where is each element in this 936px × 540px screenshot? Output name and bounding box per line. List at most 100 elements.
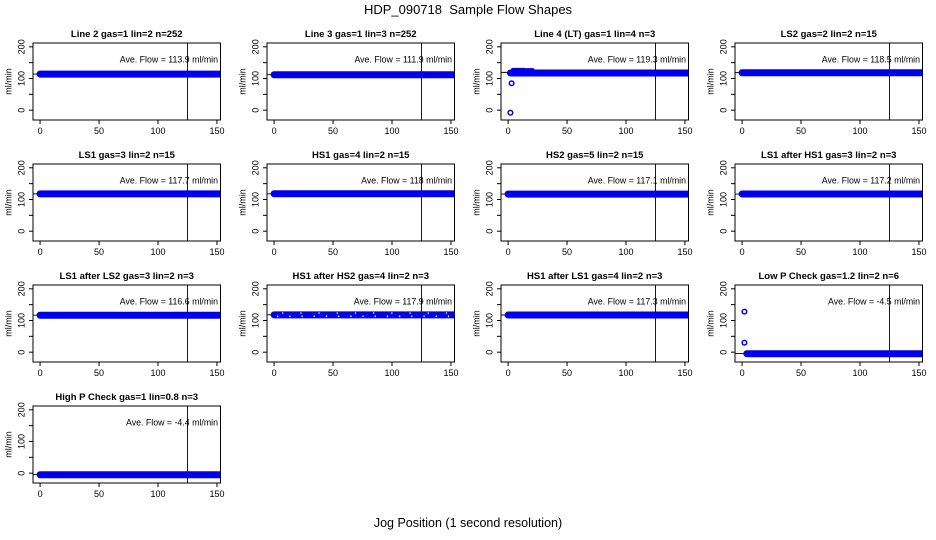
x-tick-label: 50 [562,126,572,136]
y-axis: 0 100 200 [16,39,33,113]
y-tick-label: 0 [718,108,728,113]
y-axis-unit-label: ml/min [237,189,247,216]
y-axis: 0 100 200 [484,281,501,355]
x-tick-label: 50 [328,247,338,257]
subplot-13: 0 100 200 ml/min 0 50 100 150 High P Check gas=1… [3,392,224,499]
x-tick-label: 0 [38,489,43,499]
x-tick-label: 50 [562,368,572,378]
y-tick-label: 200 [718,160,728,175]
subplot-title: LS1 after HS1 gas=3 lin=2 n=3 [761,150,896,161]
x-tick-label: 100 [618,126,633,136]
x-axis: 0 50 100 150 [506,362,692,378]
outlier-point [508,80,515,87]
average-flow-annotation: Ave. Flow = 117.7 ml/min [120,175,218,185]
y-axis-unit-label: ml/min [705,310,715,337]
y-tick-label: 100 [16,192,26,207]
x-tick-label: 150 [443,368,458,378]
subplot-title: HS2 gas=5 lin=2 n=15 [546,150,644,161]
y-tick-label: 100 [718,192,728,207]
y-tick-label: 200 [250,39,260,54]
y-axis: 0 100 200 [718,281,735,355]
data-layer [270,311,455,319]
subplot-title: LS1 gas=3 lin=2 n=15 [79,150,176,161]
subplot-title: HS1 gas=4 lin=2 n=15 [312,150,410,161]
x-axis: 0 50 100 150 [272,120,458,136]
y-tick-label: 200 [718,281,728,296]
y-tick-label: 0 [718,229,728,234]
x-tick-label: 100 [618,247,633,257]
average-flow-annotation: Ave. Flow = 117.1 ml/min [588,175,686,185]
x-tick-label: 50 [94,368,104,378]
y-tick-label: 0 [484,350,494,355]
x-axis: 0 50 100 150 [740,241,926,257]
y-tick-label: 100 [718,71,728,86]
subplot-11: 0 100 200 ml/min 0 50 100 150 HS1 after LS1 gas=… [471,271,692,378]
x-axis: 0 50 100 150 [38,483,224,499]
y-tick-label: 100 [16,71,26,86]
y-tick-label: 0 [250,350,260,355]
subplot-8: 0 100 200 ml/min 0 50 100 150 LS1 after HS1 gas=… [705,150,926,257]
subplot-5: 0 100 200 ml/min 0 50 100 150 LS1 gas=3 lin=2 n=… [3,150,224,257]
x-tick-label: 150 [677,368,692,378]
average-flow-annotation: Ave. Flow = -4.5 ml/min [828,296,920,306]
x-tick-label: 100 [852,247,867,257]
y-axis: 0 100 200 [16,281,33,355]
plot-box [266,163,455,242]
y-axis-unit-label: ml/min [471,68,481,95]
x-axis: 0 50 100 150 [38,241,224,257]
subplot-title: HS1 after HS2 gas=4 lin=2 n=3 [293,271,430,282]
x-axis-label: Jog Position (1 second resolution) [373,516,563,530]
y-axis-unit-label: ml/min [237,68,247,95]
y-axis: 0 100 200 [16,402,33,476]
average-flow-annotation: Ave. Flow = -4.4 ml/min [126,417,218,427]
y-axis-unit-label: ml/min [705,68,715,95]
y-tick-label: 200 [484,39,494,54]
y-tick-label: 0 [484,108,494,113]
data-layer [506,67,689,77]
subplot-6: 0 100 200 ml/min 0 50 100 150 HS1 gas=4 lin=2 n=… [237,150,458,257]
x-axis: 0 50 100 150 [740,120,926,136]
x-tick-label: 150 [677,126,692,136]
x-axis: 0 50 100 150 [272,241,458,257]
plot-box [32,163,221,242]
x-axis: 0 50 100 150 [740,362,926,378]
y-axis: 0 100 200 [250,39,267,113]
plot-box [734,163,923,242]
x-axis: 0 50 100 150 [506,241,692,257]
outlier-point [741,339,748,346]
x-tick-label: 150 [677,247,692,257]
x-tick-label: 150 [443,247,458,257]
x-tick-label: 0 [38,247,43,257]
x-tick-label: 50 [796,368,806,378]
subplot-title: LS1 after LS2 gas=3 lin=2 n=3 [60,271,194,282]
plot-box [32,284,221,363]
subplot-title: HS1 after LS1 gas=4 lin=2 n=3 [527,271,662,282]
y-tick-label: 100 [718,313,728,328]
x-tick-label: 100 [852,126,867,136]
y-axis-unit-label: ml/min [237,310,247,337]
y-tick-label: 100 [484,313,494,328]
y-tick-label: 100 [16,434,26,449]
x-axis: 0 50 100 150 [38,120,224,136]
y-tick-label: 200 [16,160,26,175]
y-axis-unit-label: ml/min [471,189,481,216]
y-tick-label: 200 [16,39,26,54]
x-tick-label: 50 [796,247,806,257]
y-tick-label: 100 [484,71,494,86]
y-axis-unit-label: ml/min [3,310,13,337]
subplot-title: Line 3 gas=1 lin=3 n=252 [305,29,417,40]
x-tick-label: 50 [94,489,104,499]
x-tick-label: 150 [911,247,926,257]
y-tick-label: 0 [250,108,260,113]
average-flow-annotation: Ave. Flow = 117.2 ml/min [822,175,920,185]
plot-box [500,42,689,121]
y-axis-unit-label: ml/min [471,310,481,337]
y-tick-label: 200 [250,160,260,175]
subplot-1: 0 100 200 ml/min 0 50 100 150 Line 2 gas=1 lin=2… [3,29,224,136]
x-tick-label: 0 [38,126,43,136]
x-tick-label: 50 [796,126,806,136]
average-flow-annotation: Ave. Flow = 117.9 ml/min [354,296,452,306]
x-tick-label: 0 [272,368,277,378]
subplot-title: High P Check gas=1 lin=0.8 n=3 [55,392,198,403]
y-tick-label: 0 [16,108,26,113]
